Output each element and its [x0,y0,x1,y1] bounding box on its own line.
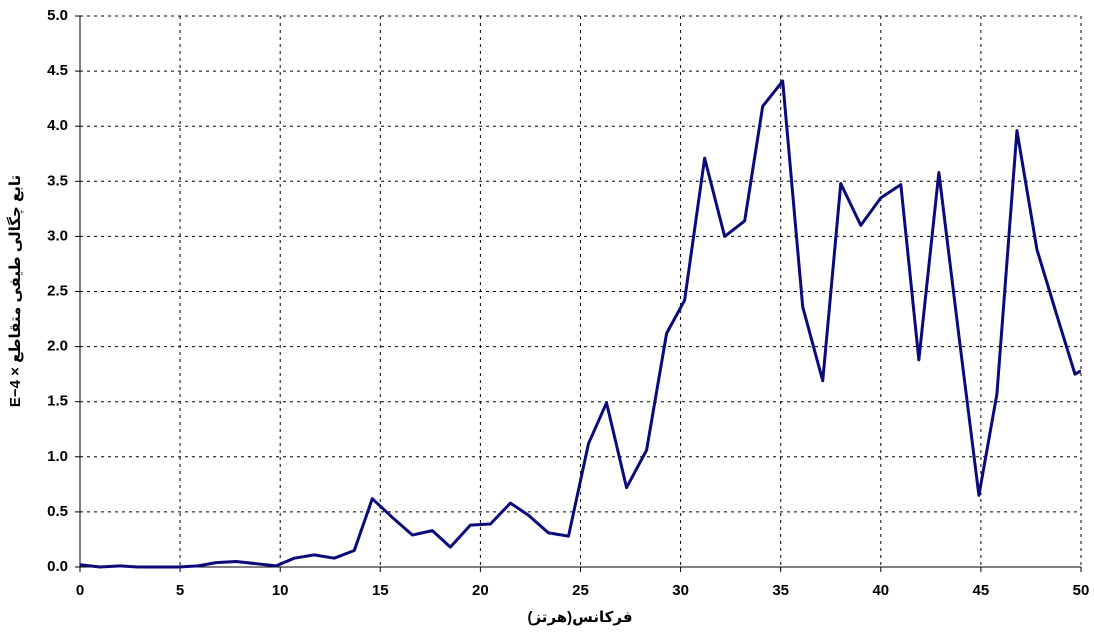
y-tick-label: 1.5 [47,393,68,410]
y-tick-label: 4.5 [47,62,68,79]
x-tick-label: 10 [272,582,289,599]
y-tick-label: 1.0 [47,448,68,465]
y-tick-label: 0.0 [47,558,68,575]
y-tick-label: 3.0 [47,227,68,244]
y-tick-label: 2.0 [47,338,68,355]
x-tick-label: 40 [872,582,889,599]
x-tick-label: 35 [772,582,789,599]
y-axis-label: تابع چگالی طیفی متقاطع × E−4 [6,175,25,407]
x-axis-label: فرکانس(هرتز) [527,609,632,626]
x-tick-label: 0 [76,582,84,599]
y-tick-label: 4.0 [47,117,68,134]
line [80,79,1081,569]
y-tick-label: 0.5 [47,503,68,520]
x-tick-label: 50 [1073,582,1090,599]
x-tick-label: 20 [472,582,489,599]
y-tick-label: 3.5 [47,172,68,189]
x-tick-label: 45 [973,582,990,599]
x-tick-label: 15 [372,582,389,599]
x-tick-label: 5 [176,582,184,599]
x-tick-label: 25 [572,582,589,599]
y-tick-label: 2.5 [47,282,68,299]
y-tick-label: 5.0 [47,7,68,24]
x-tick-label: 30 [672,582,689,599]
